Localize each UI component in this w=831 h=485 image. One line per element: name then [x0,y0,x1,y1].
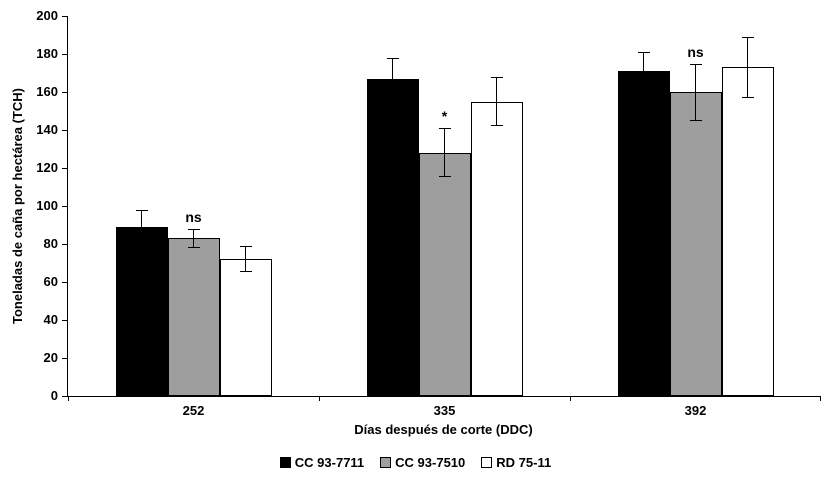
y-tick-label: 20 [43,350,58,365]
y-tick-mark [62,205,68,207]
bar-cc-93-7510 [418,152,471,396]
legend-item: RD 75-11 [481,455,551,470]
legend-swatch [380,457,392,468]
legend-label: RD 75-11 [496,455,552,470]
legend-item: CC 93-7711 [279,455,365,470]
error-bar [689,63,702,121]
error-bar [187,228,200,248]
error-bar-cap-top [490,76,503,78]
error-bar-stem [444,128,445,178]
y-tick-label: 80 [43,236,58,251]
error-bar-cap-bottom [689,119,702,121]
y-tick-label: 180 [36,46,58,61]
error-bar-cap-bottom [637,89,650,91]
error-bar-cap-bottom [438,176,451,178]
error-bar-stem [747,36,748,98]
error-bar-cap-bottom [187,246,200,248]
error-bar-cap-top [187,228,200,230]
legend-item: CC 93-7510 [380,455,465,470]
y-tick-mark [62,395,68,397]
error-bar-cap-bottom [239,271,252,273]
y-tick-label: 40 [43,312,58,327]
x-tick-mark [570,396,571,401]
error-bar-stem [643,52,644,91]
y-tick-mark [62,91,68,93]
error-bar-stem [392,57,393,100]
y-tick-label: 160 [36,84,58,99]
y-tick-mark [62,53,68,55]
y-tick-mark [62,319,68,321]
x-tick-label: 335 [433,403,456,418]
error-bar-cap-bottom [741,96,754,98]
y-tick-label: 200 [36,8,58,23]
error-bar [135,209,148,244]
y-tick-mark [62,243,68,245]
legend-label: CC 93-7510 [395,455,466,470]
error-bar [438,128,451,178]
error-bar-stem [695,63,696,121]
y-tick-mark [62,357,68,359]
error-bar [741,36,754,98]
legend: CC 93-7711 CC 93-7510 RD 75-11 [0,455,831,470]
error-bar-cap-top [135,209,148,211]
error-bar [637,52,650,91]
y-tick-label: 60 [43,274,58,289]
significance-label: ns [185,208,202,225]
y-tick-mark [62,15,68,17]
y-tick-mark [62,167,68,169]
bar-rd-75-11 [470,101,523,396]
bar-cc-93-7711 [617,71,670,396]
plot-area: 0 20 40 60 80 100 120 140 160 180 200 252 335 392 ns * n… [36,8,821,418]
y-tick-mark [62,281,68,283]
error-bar-cap-bottom [135,242,148,244]
legend-swatch [481,457,493,468]
error-bar [239,245,252,273]
error-bar-cap-top [239,245,252,247]
y-tick-label: 0 [50,388,58,403]
error-bar-cap-top [689,63,702,65]
significance-label: ns [687,43,704,60]
x-tick-label: 392 [684,403,707,418]
x-tick-label: 252 [182,403,205,418]
error-bar-cap-bottom [386,98,399,100]
error-bar-cap-bottom [490,125,503,127]
error-bar-cap-top [637,52,650,54]
bar-cc-93-7711 [366,78,419,396]
x-tick-mark [820,396,821,401]
error-bar-stem [193,228,194,248]
y-tick-mark [62,129,68,131]
y-tick-label: 140 [36,122,58,137]
bar-rd-75-11 [721,67,774,396]
y-tick-label: 100 [36,198,58,213]
error-bar-stem [496,76,497,127]
legend-swatch [279,457,291,468]
y-tick-label: 120 [36,160,58,175]
bar-rd-75-11 [219,259,272,396]
error-bar-cap-top [741,36,754,38]
x-axis-title: Días después de corte (DDC) [354,422,533,437]
x-tick-mark [68,396,69,401]
bar-cc-93-7510 [669,92,722,396]
bar-cc-93-7510 [167,238,220,396]
error-bar-cap-top [386,57,399,59]
significance-label: * [441,108,448,125]
legend-label: CC 93-7711 [294,455,365,470]
bar-cc-93-7711 [115,226,168,396]
error-bar [490,76,503,127]
error-bar-stem [141,209,142,244]
x-tick-mark [319,396,320,401]
error-bar-cap-top [438,128,451,130]
error-bar [386,57,399,100]
error-bar-stem [245,245,246,273]
